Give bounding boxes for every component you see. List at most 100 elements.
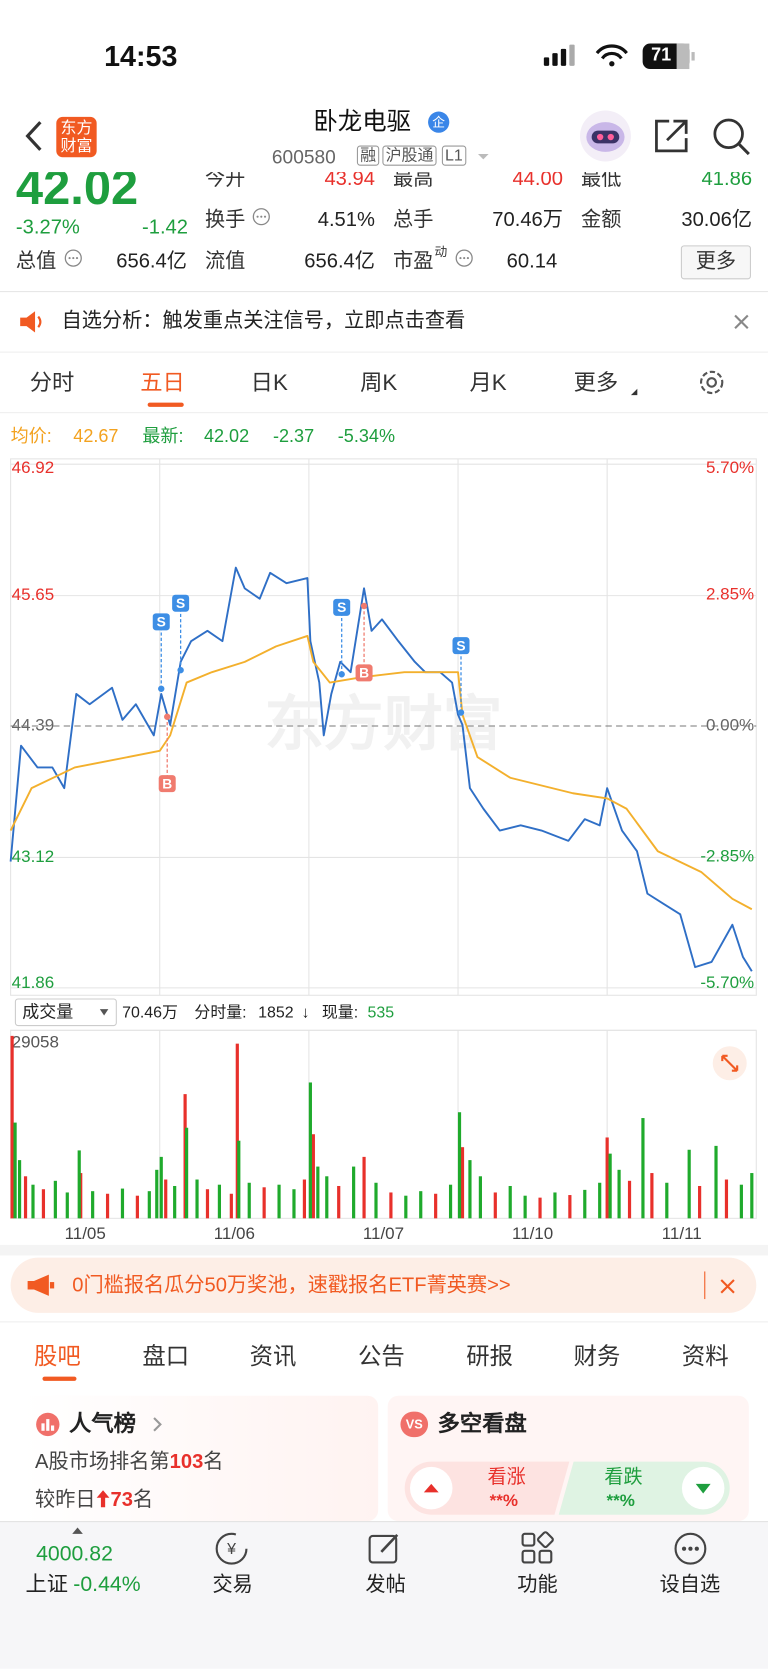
volume-bar — [608, 1153, 612, 1219]
x-tick-label: 11/05 — [65, 1224, 106, 1243]
section-tab[interactable]: 资料 — [681, 1342, 729, 1370]
stock-name: 卧龙电驱 — [313, 107, 412, 135]
assistant-avatar[interactable] — [578, 109, 633, 162]
now-volume: 535 — [367, 1003, 395, 1022]
field-label: 换手 — [205, 209, 246, 232]
more-button[interactable]: 更多 — [680, 245, 751, 280]
volume-bar — [739, 1184, 743, 1219]
card-title: 人气榜 — [69, 1411, 136, 1437]
y2-tick-label: 0.00% — [706, 715, 754, 734]
divider — [0, 412, 768, 414]
y-tick-label: 41.86 — [12, 973, 55, 992]
delta-number: 73 — [110, 1489, 133, 1512]
indicator-select[interactable] — [14, 998, 117, 1027]
info-icon — [64, 249, 82, 267]
section-tab[interactable]: 资讯 — [249, 1342, 297, 1370]
field-label: 总值 — [15, 250, 57, 273]
chart: 东方财富41.8643.1244.3945.6546.92-5.70%-2.85… — [9, 458, 757, 1243]
trade-point — [360, 602, 368, 610]
volume-bar — [155, 1169, 159, 1219]
bear-button[interactable]: 看跌 — [604, 1465, 643, 1488]
period-tab[interactable]: 日K — [250, 370, 288, 396]
section-tab-active[interactable]: 股吧 — [33, 1342, 81, 1370]
volume-bar — [17, 1160, 22, 1219]
index-value[interactable]: 4000.82 — [36, 1542, 113, 1566]
volume-bar — [292, 1189, 296, 1219]
svg-text:¥: ¥ — [226, 1541, 236, 1558]
section-tab[interactable]: 盘口 — [142, 1342, 190, 1370]
back-button[interactable] — [21, 119, 46, 155]
close-button[interactable] — [718, 1277, 737, 1296]
speaker-icon — [20, 311, 42, 333]
volume-bar — [617, 1169, 621, 1219]
vs-icon: VS — [400, 1411, 429, 1438]
bull-button[interactable]: 看涨 — [487, 1465, 526, 1488]
banner-text[interactable]: 0门槛报名瓜分50万奖池，速戳报名ETF菁英赛>> — [72, 1274, 511, 1297]
volume-bar — [468, 1160, 472, 1219]
period-tab[interactable]: 更多 — [573, 370, 619, 396]
legend-value: 42.02 — [203, 425, 250, 447]
x-tick-label: 11/10 — [512, 1224, 553, 1243]
post-icon[interactable] — [366, 1531, 402, 1567]
field-value: 41.86 — [701, 167, 753, 191]
tick-arrow: ↓ — [301, 1003, 310, 1022]
volume-bar — [316, 1166, 320, 1219]
divider — [0, 291, 768, 293]
section-tab[interactable]: 研报 — [466, 1342, 514, 1370]
nav-label[interactable]: 发帖 — [365, 1574, 406, 1597]
nav-label[interactable]: 交易 — [212, 1574, 253, 1597]
popularity-card[interactable] — [21, 1395, 379, 1522]
trade-label: B — [359, 666, 369, 681]
expand-button[interactable] — [712, 1045, 748, 1081]
volume-bar — [159, 1156, 163, 1219]
x-tick-label: 11/11 — [662, 1224, 702, 1243]
period-tab[interactable]: 分时 — [29, 370, 75, 396]
nav-label[interactable]: 设自选 — [659, 1574, 721, 1597]
volume-bar — [457, 1112, 462, 1219]
volume-bar — [389, 1192, 393, 1219]
y-tick-label: 44.39 — [12, 715, 55, 734]
rank-suffix: 名 — [203, 1450, 224, 1474]
volume-bar — [434, 1193, 438, 1219]
period-tab[interactable]: 周K — [360, 370, 398, 396]
period-tab-active[interactable]: 五日 — [140, 370, 185, 396]
tab-indicator — [42, 1376, 77, 1381]
volume-bar — [173, 1185, 177, 1219]
volume-bar — [448, 1184, 453, 1219]
series-line — [9, 566, 753, 972]
section-tab[interactable]: 公告 — [357, 1342, 405, 1370]
volume-bar — [237, 1140, 241, 1219]
trade-icon[interactable]: ¥ — [212, 1531, 250, 1567]
field-label: 金额 — [581, 209, 622, 232]
volume-bar — [262, 1187, 266, 1219]
function-icon[interactable] — [519, 1531, 555, 1567]
search-button[interactable] — [712, 117, 752, 157]
promo-banner[interactable] — [10, 1257, 757, 1313]
volume-bar — [308, 1082, 312, 1219]
y2-tick-label: -2.85% — [700, 846, 754, 865]
volume-bar — [105, 1193, 110, 1219]
volume-bar — [523, 1195, 527, 1219]
info-icon — [455, 249, 473, 267]
megaphone-icon — [27, 1274, 55, 1296]
dropdown-icon[interactable] — [476, 152, 491, 163]
tag: L1 — [441, 145, 466, 166]
close-button[interactable] — [732, 312, 751, 331]
volume-bar — [65, 1192, 69, 1219]
field-sup: 动 — [434, 244, 448, 260]
volume-bar — [195, 1179, 199, 1219]
trade-point — [164, 713, 171, 720]
settings-button[interactable] — [697, 368, 727, 398]
spacer — [0, 1244, 768, 1256]
trade-badge — [333, 598, 351, 616]
up-arrow — [96, 1490, 110, 1508]
volume-bar — [205, 1189, 210, 1219]
notice-text[interactable]: 自选分析：触发重点关注信号，立即点击查看 — [61, 310, 466, 333]
watchlist-icon[interactable] — [672, 1531, 708, 1567]
header: 14:53 71 东方财富 卧龙电驱 企 600580 融 沪股通 L1 — [0, 0, 768, 173]
quote-panel: 42.02 -3.27% -1.42 今开 43.94 最高 44.00 最低 … — [0, 159, 768, 292]
period-tab[interactable]: 月K — [469, 370, 507, 396]
section-tab[interactable]: 财务 — [573, 1342, 621, 1370]
share-button[interactable] — [652, 117, 690, 155]
nav-label[interactable]: 功能 — [517, 1574, 558, 1597]
